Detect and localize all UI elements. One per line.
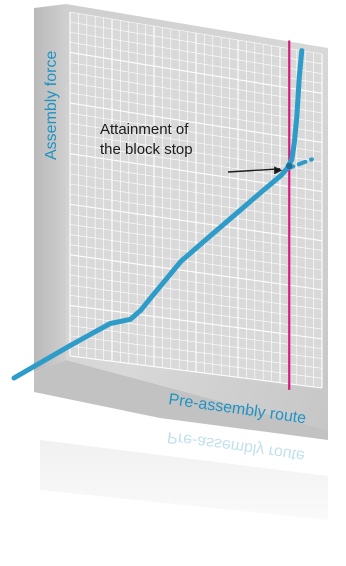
grid-line-horizontal [69,203,323,242]
block-stop-marker [286,162,293,170]
panel-side [34,4,66,372]
y-axis-label: Assembly force [43,51,60,160]
reflection-fade [0,440,346,566]
annotation-arrow [227,168,281,173]
grid-line-horizontal [69,264,323,300]
grid-line-horizontal [69,173,323,212]
grid-line-horizontal [69,294,323,330]
grid-line-horizontal [69,274,323,310]
grid-line-horizontal [69,193,323,232]
grid-line-horizontal [69,92,323,133]
annotation-arrowhead [274,166,283,175]
panel-base [34,360,328,440]
grid-line-horizontal [69,21,323,65]
grid-line-horizontal [69,304,323,340]
grid-line-horizontal [69,153,323,193]
grid-line-horizontal [69,122,323,163]
grid-line-horizontal [69,183,323,222]
grid-line-horizontal [69,325,323,359]
grid-line-horizontal [69,335,323,369]
grid-line-horizontal [69,224,323,261]
grid-line-horizontal [69,42,323,84]
grid-line-horizontal [69,214,323,251]
grid-line-horizontal [69,31,323,74]
annotation-line-1: Attainment of [100,121,189,138]
grid-line-horizontal [69,82,323,124]
grid [69,11,323,389]
grid-line-horizontal [69,284,323,320]
grid-line-horizontal [69,11,323,55]
grid-line-horizontal [69,62,323,104]
grid-line-horizontal [69,102,323,143]
grid-line-horizontal [69,133,323,173]
annotation-line-2: the block stop [100,141,193,158]
grid-line-horizontal [69,345,323,379]
grid-line-horizontal [69,355,323,389]
grid-line-horizontal [69,254,323,291]
grid-line-horizontal [69,72,323,114]
grid-line-horizontal [69,244,323,281]
grid-line-horizontal [69,163,323,202]
grid-line-horizontal [69,51,323,94]
grid-line-horizontal [69,234,323,271]
grid-line-horizontal [69,112,323,153]
